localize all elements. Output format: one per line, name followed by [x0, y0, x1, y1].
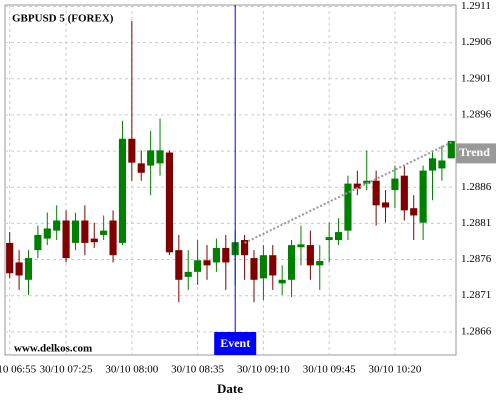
candle-body: [194, 260, 202, 272]
candle-body: [81, 220, 89, 243]
candle-body: [137, 163, 145, 173]
x-axis-label: Date: [217, 381, 243, 396]
candle-body: [71, 220, 80, 243]
candle-body: [128, 138, 136, 163]
y-tick-label: 1.2866: [461, 325, 492, 337]
y-tick-label: 1.2906: [461, 36, 492, 48]
candle-body: [306, 245, 314, 266]
candle-body: [212, 247, 220, 263]
x-tick-label: 30/10 09:45: [303, 364, 356, 376]
candle-body: [43, 228, 51, 239]
candle-body: [250, 258, 258, 280]
candle-body: [269, 255, 277, 276]
candle-body: [15, 262, 23, 276]
x-tick-label: 30/10 06:55: [0, 364, 37, 376]
candle-body: [297, 244, 305, 248]
candle-body: [6, 242, 14, 274]
candle-body: [203, 260, 211, 266]
candle-body: [363, 180, 371, 184]
x-tick-label: 30/10 07:25: [40, 364, 93, 376]
candle-body: [53, 220, 61, 231]
candle-body: [410, 208, 418, 216]
candle-body: [428, 158, 437, 171]
plot-area: [4, 4, 457, 356]
event-box: [214, 332, 257, 355]
candle-body: [419, 170, 427, 223]
candle-body: [438, 160, 446, 169]
candle-body: [372, 180, 380, 206]
trend-box: [456, 143, 496, 164]
y-tick-label: 1.2876: [461, 253, 492, 265]
x-tick-label: 30/10 08:00: [105, 364, 158, 376]
candle-body: [344, 183, 352, 231]
candle-body: [353, 183, 361, 189]
candle-body: [147, 150, 155, 166]
candle-body: [34, 234, 42, 251]
candle-body: [156, 150, 164, 164]
x-tick-label: 30/10 10:20: [368, 364, 421, 376]
candle-body: [100, 230, 108, 235]
candle-body: [165, 152, 173, 253]
trend-label: Trend: [459, 145, 490, 159]
y-tick-label: 1.2896: [461, 108, 492, 120]
candle-body: [447, 140, 455, 159]
candle-body: [400, 175, 408, 211]
candle-body: [24, 258, 33, 280]
event-label: Event: [220, 336, 250, 350]
candle-body: [288, 245, 296, 280]
y-tick-label: 1.2901: [461, 72, 491, 84]
candle-body: [241, 240, 249, 256]
candle-body: [391, 178, 399, 191]
y-tick-label: 1.2881: [461, 217, 491, 229]
chart-title: GBPUSD 5 (FOREX): [12, 13, 114, 25]
watermark: www.delkos.com: [14, 343, 92, 355]
candle-body: [90, 238, 98, 243]
candle-body: [381, 202, 390, 208]
candle-body: [184, 271, 192, 277]
candle-body: [118, 138, 127, 243]
y-tick-label: 1.2871: [461, 289, 491, 301]
candle-body: [175, 250, 183, 280]
candle-body: [259, 255, 267, 279]
candle-body: [278, 279, 286, 284]
y-tick-label: 1.2886: [461, 181, 492, 193]
x-tick-label: 30/10 08:35: [171, 364, 224, 376]
candle-body: [325, 237, 333, 241]
y-tick-label: 1.2911: [461, 0, 491, 12]
candle-body: [109, 220, 117, 256]
candle-body: [62, 220, 70, 259]
candle-body: [316, 260, 324, 266]
x-tick-label: 30/10 09:10: [237, 364, 290, 376]
candle-body: [222, 247, 230, 263]
candle-body: [334, 232, 343, 241]
